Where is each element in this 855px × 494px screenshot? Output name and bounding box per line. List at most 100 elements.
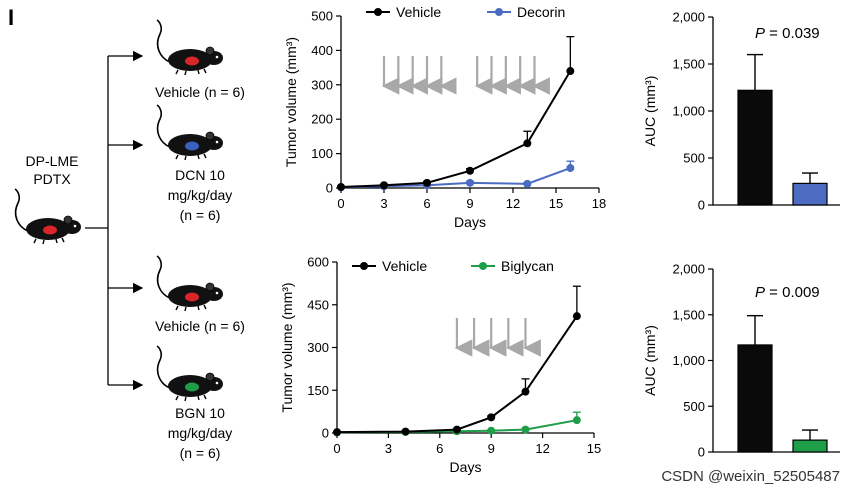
y-axis-label: Tumor volume (mm³) (283, 37, 299, 167)
y-axis-label: Tumor volume (mm³) (279, 282, 295, 412)
bar-biglycan (792, 439, 828, 453)
x-tick-label: 6 (423, 196, 430, 211)
bgn-mouse-icon (156, 345, 223, 402)
series-line-vehicle (336, 315, 578, 434)
mouse-ear (63, 215, 73, 225)
mouse-tumor (185, 382, 199, 392)
mouse-eye (215, 55, 219, 59)
y-tick-label: 300 (307, 340, 329, 355)
mouse-body-group (156, 255, 223, 312)
mouse-tumor (185, 141, 199, 151)
x-tick-label: 0 (333, 441, 340, 456)
x-tick-label: 9 (466, 196, 473, 211)
mouse-tail (156, 255, 171, 299)
y-tick-label: 500 (311, 9, 333, 24)
legend-label-vehicle: Vehicle (396, 4, 441, 20)
data-point-vehicle (487, 413, 496, 422)
p-value-annotation: P = 0.009 (755, 284, 820, 301)
legend-marker-biglycan (479, 262, 487, 270)
mouse-tumor (185, 292, 199, 302)
mouse-legs (175, 394, 207, 402)
y-tick-label: 0 (698, 198, 705, 213)
mouse-body-group (14, 188, 81, 245)
x-tick-label: 3 (380, 196, 387, 211)
mouse-body-group (156, 19, 223, 76)
group-label-1-line-1: mg/kg/day (168, 187, 233, 203)
vehicle-mouse-icon-top (156, 19, 223, 76)
panel-letter: I (8, 5, 14, 30)
data-point-vehicle (423, 178, 431, 187)
y-tick-label: 150 (307, 383, 329, 398)
model-label-line2: PDTX (33, 171, 71, 187)
legend-label-decorin: Decorin (517, 4, 565, 20)
x-axis-label: Days (450, 459, 482, 475)
x-tick-label: 12 (506, 196, 520, 211)
y-tick-label: 1,000 (672, 104, 705, 119)
axes-frame (712, 17, 840, 206)
mouse-eye (215, 381, 219, 385)
watermark: CSDN @weixin_52505487 (661, 468, 840, 485)
data-point-decorin (566, 164, 575, 173)
y-tick-label: 1,500 (672, 307, 705, 322)
bar-decorin (792, 182, 828, 206)
x-tick-label: 0 (337, 196, 344, 211)
y-tick-label: 300 (311, 77, 333, 92)
data-point-vehicle (466, 166, 474, 175)
y-tick-label: 1,500 (672, 57, 705, 72)
y-tick-label: 500 (683, 399, 705, 414)
group-label-3-line-0: BGN 10 (175, 405, 225, 421)
data-point-decorin (523, 179, 532, 188)
legend-marker-vehicle (360, 262, 368, 270)
y-tick-label: 450 (307, 297, 329, 312)
p-value-annotation: P = 0.039 (755, 25, 820, 42)
x-tick-label: 12 (535, 441, 549, 456)
y-tick-label: 100 (311, 146, 333, 161)
mouse-tail (156, 345, 171, 389)
mouse-tumor (185, 56, 199, 66)
data-point-vehicle (401, 427, 410, 436)
mouse-body-group (156, 345, 223, 402)
legend-label-vehicle: Vehicle (382, 258, 427, 274)
y-tick-label: 600 (307, 255, 329, 270)
series-line-vehicle (340, 70, 572, 188)
axes-frame (340, 16, 599, 189)
y-tick-label: 2,000 (672, 10, 705, 25)
mouse-body-group (156, 104, 223, 161)
y-tick-label: 2,000 (672, 262, 705, 277)
x-tick-label: 9 (488, 441, 495, 456)
data-point-biglycan (487, 426, 496, 435)
data-point-vehicle (572, 312, 581, 321)
data-point-vehicle (380, 181, 388, 190)
legend-marker-decorin (495, 8, 503, 16)
bar-vehicle (737, 344, 773, 453)
mouse-ear (205, 282, 215, 292)
x-axis-label: Days (454, 214, 486, 230)
group-label-2-line-0: Vehicle (n = 6) (155, 318, 245, 334)
decorin-tumor-growth-chart: 0 100 200 300 400 500 0 3 6 9 12 15 18 Days Tumor volu… (283, 4, 606, 230)
mouse-eye (215, 140, 219, 144)
y-tick-label: 0 (322, 426, 329, 441)
legend-label-biglycan: Biglycan (501, 258, 554, 274)
bar-vehicle (737, 89, 773, 206)
mouse-tumor (43, 225, 57, 235)
x-tick-label: 6 (436, 441, 443, 456)
source-mouse-icon (14, 188, 81, 245)
y-tick-label: 200 (311, 112, 333, 127)
y-tick-label: 1,000 (672, 353, 705, 368)
mouse-legs (175, 304, 207, 312)
y-axis-label: AUC (mm³) (642, 76, 658, 147)
data-point-vehicle (337, 182, 345, 191)
y-axis-label: AUC (mm³) (642, 325, 658, 396)
group-label-3-line-1: mg/kg/day (168, 425, 233, 441)
y-tick-label: 400 (311, 43, 333, 58)
biglycan-auc-bar-chart: 0 500 1,000 1,500 2,000 AUC (mm³) P = 0.009 (642, 262, 840, 460)
group-label-1-line-0: DCN 10 (175, 167, 225, 183)
mouse-ear (205, 131, 215, 141)
y-tick-label: 0 (326, 181, 333, 196)
biglycan-tumor-growth-chart: 0 150 300 450 600 0 3 6 9 12 15 Days Tumor volume (m… (279, 255, 601, 476)
mouse-tail (156, 19, 171, 63)
mouse-legs (33, 237, 65, 245)
data-point-vehicle (521, 387, 530, 396)
mouse-tail (156, 104, 171, 148)
group-label-0-line-0: Vehicle (n = 6) (155, 84, 245, 100)
